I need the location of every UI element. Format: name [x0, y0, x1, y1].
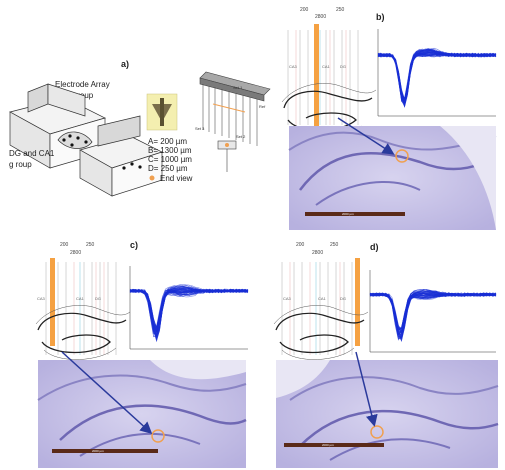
legend-end-view: End view: [160, 174, 193, 183]
dg-group-label-line2: g roup: [9, 160, 32, 169]
panel-c-arrow: [61, 351, 153, 435]
panel-d-histology: 2000 µm: [276, 360, 499, 468]
legend-c: C= 1000 µm: [148, 155, 192, 164]
panel-c-waveform-plot: [129, 266, 249, 350]
panel-c-label: c): [130, 240, 138, 250]
panel-c-histology: 2000 µm: [37, 360, 247, 468]
panel-c-ruler-right: 250: [86, 242, 95, 248]
panel-b-waveforms: [377, 47, 497, 108]
panel-d-region-ca1: CA1: [318, 296, 327, 301]
panel-b-ruler-right: 250: [336, 7, 345, 13]
waveform-trace: [129, 288, 249, 339]
waveform-trace: [369, 292, 497, 340]
panel-d-waveforms: [369, 288, 497, 343]
panel-b-recording-marker: [395, 149, 409, 163]
panel-b-scalebar: [305, 212, 405, 216]
panel-c-waveforms: [129, 284, 249, 343]
panel-b-region-ca1: CA1: [322, 64, 331, 69]
panel-c-schematic: 200 250 2800 CA3 CA1 DG: [35, 242, 131, 360]
panel-b-region-ca3: CA3: [289, 64, 298, 69]
panel-c-region-dg: DG: [95, 296, 101, 301]
panel-b-scalebar-label: 2000 µm: [342, 212, 354, 216]
panel-b-ruler-mid: 2800: [315, 14, 326, 20]
panel-c-ruler-mid: 2800: [70, 250, 81, 256]
panel-c: c) 200 250 2800 CA3 CA1: [35, 240, 249, 468]
waveform-trace: [377, 48, 497, 103]
panel-c-region-ca1: CA1: [76, 296, 85, 301]
array-label-ref: Ref: [259, 104, 266, 109]
panel-b-histology: 2000 µm: [288, 126, 497, 230]
panel-d-ruler-left: 200: [296, 242, 305, 248]
dimension-legend: A= 200 µm B= 1300 µm C= 1000 µm D= 250 µ…: [148, 137, 193, 183]
panel-a-label: a): [121, 59, 129, 69]
brain-block-diagram: [9, 83, 163, 197]
panel-c-recording-marker: [151, 429, 165, 443]
panel-b-schematic: 200 250 2800 CA3 CA1 DG: [281, 7, 377, 138]
panel-d-highlight-electrode: [355, 258, 360, 346]
panel-d-label: d): [370, 242, 379, 252]
legend-a: A= 200 µm: [148, 137, 187, 146]
probe-photo: [146, 93, 178, 131]
array-label-set2: Set 2: [236, 134, 246, 139]
dg-group-label-line1: DG and CA1: [9, 149, 55, 158]
waveform-trace: [369, 293, 497, 337]
legend-b: B= 1300 µm: [148, 146, 192, 155]
ca3-group-label-line1: Electrode Array: [55, 80, 110, 89]
legend-d: D= 250 µm: [148, 164, 188, 173]
panel-d-arrow: [355, 351, 378, 427]
panel-d-ruler-mid: 2800: [312, 250, 323, 256]
end-view-probe: [217, 140, 237, 172]
panel-c-scalebar-label: 2000 µm: [92, 449, 104, 453]
end-view-marker: [149, 175, 155, 181]
panel-c-scalebar: [52, 449, 158, 453]
panel-b-arrow: [337, 117, 395, 155]
panel-c-ruler-left: 200: [60, 242, 69, 248]
panel-d-ruler-right: 250: [330, 242, 339, 248]
waveform-trace: [377, 48, 497, 101]
panel-d-scalebar-label: 2000 µm: [322, 443, 334, 447]
panel-b-ruler-left: 200: [300, 7, 309, 13]
panel-b-highlight-electrode: [314, 24, 319, 126]
panel-c-region-ca3: CA3: [37, 296, 46, 301]
electrode-array-schematic: [199, 71, 271, 146]
panel-b-region-dg: DG: [340, 64, 346, 69]
panel-d-region-ca3: CA3: [283, 296, 292, 301]
panel-b: b) 200 250 2800 CA3 CA1: [281, 7, 497, 230]
panel-b-label: b): [376, 12, 385, 22]
panel-d-scalebar: [284, 443, 384, 447]
array-label-set3: Set 3: [195, 126, 205, 131]
array-label-set1: Set 1: [233, 85, 243, 90]
panel-c-highlight-electrode: [50, 258, 55, 346]
panel-d-waveform-plot: [369, 270, 497, 353]
electrode-dots: [62, 134, 142, 170]
panel-b-waveform-plot: [377, 29, 497, 117]
panel-d: d) 200 250 2800 CA3 CA1: [273, 242, 499, 468]
panel-d-region-dg: DG: [340, 296, 346, 301]
waveform-trace: [129, 285, 249, 333]
panel-d-schematic: 200 250 2800 CA3 CA1 DG: [273, 242, 369, 360]
